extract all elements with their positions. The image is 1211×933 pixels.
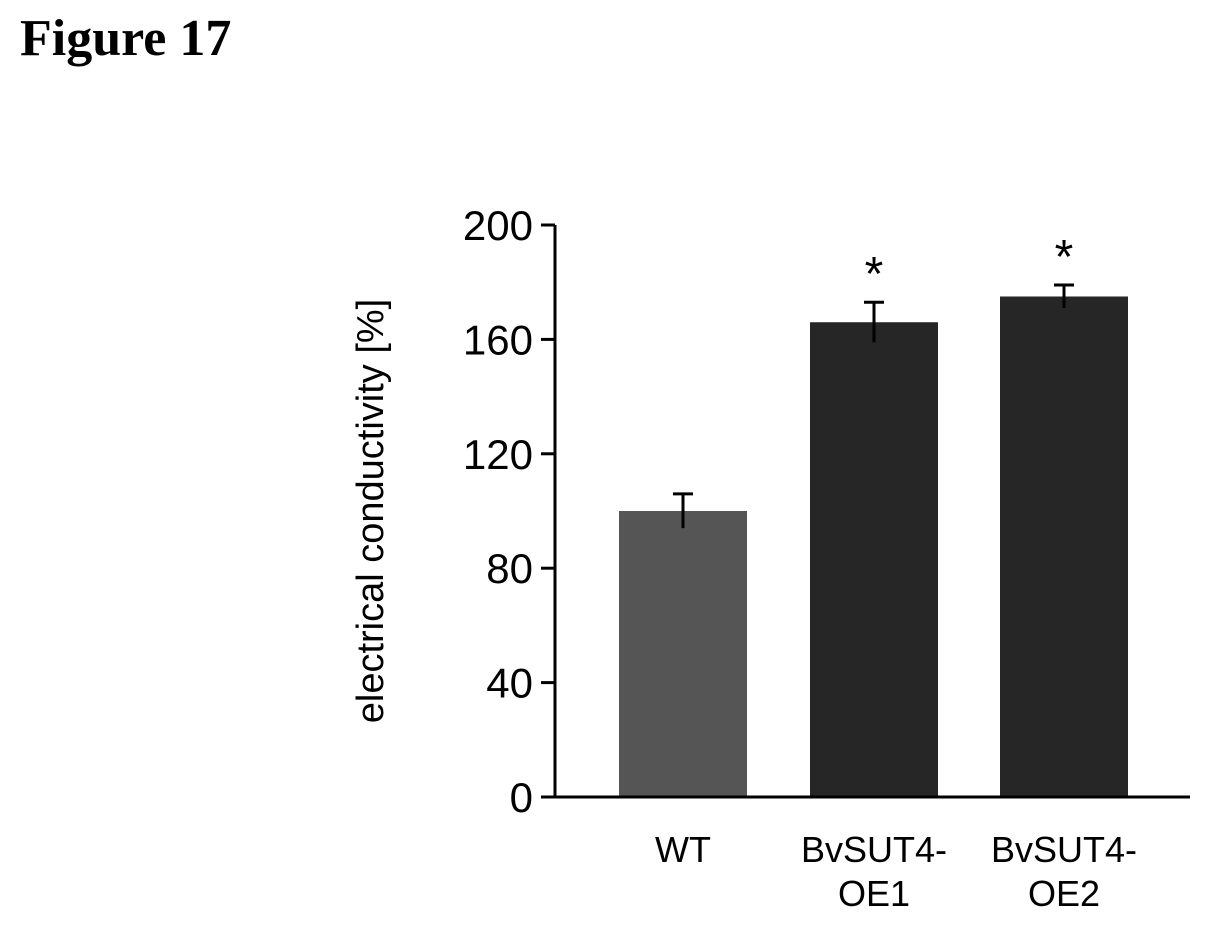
bars-group: * *	[619, 231, 1128, 797]
significance-marker-3: *	[1055, 231, 1074, 284]
significance-marker-2: *	[865, 248, 884, 301]
axes-group: 0 40 80 120 160 200 WT BvSUT4-OE1 BvSUT4-OE2	[463, 202, 1190, 914]
y-tick-label-160: 160	[463, 316, 533, 363]
bar-1	[619, 511, 747, 797]
figure-label: Figure 17	[20, 10, 232, 67]
y-axis-label: electrical conductivity [%]	[350, 299, 392, 724]
y-tick-label-40: 40	[486, 660, 533, 707]
x-category-label-3: BvSUT4-OE2	[991, 829, 1137, 914]
y-axis-label-group: electrical conductivity [%]	[350, 299, 392, 724]
y-tick-label-0: 0	[510, 774, 533, 821]
y-tick-label-120: 120	[463, 431, 533, 478]
x-category-label-2: BvSUT4-OE1	[801, 829, 947, 914]
y-tick-label-80: 80	[486, 545, 533, 592]
x-category-label-1: WT	[655, 829, 711, 870]
bar-3	[1000, 296, 1128, 797]
y-tick-label-200: 200	[463, 202, 533, 249]
bar-2	[810, 322, 938, 797]
